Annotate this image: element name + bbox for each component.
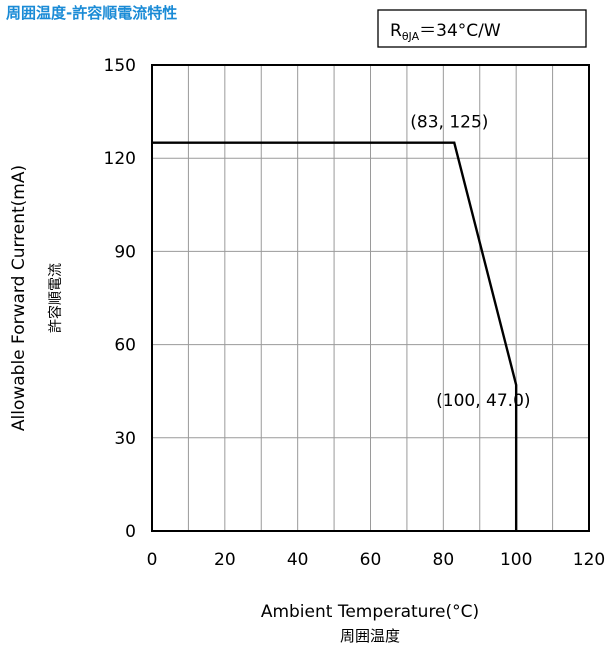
- y-tick-label-60: 60: [114, 336, 136, 356]
- plot-area-frame: [151, 64, 590, 532]
- x-axis-label: Ambient Temperature(°C): [261, 602, 479, 622]
- annotation-0: (83, 125): [410, 113, 488, 133]
- y-tick-label-120: 120: [104, 149, 136, 169]
- y-tick-label-90: 90: [114, 242, 136, 262]
- y-axis-label: Allowable Forward Current(mA): [9, 165, 29, 431]
- legend-box: RθJA＝34°C/W: [377, 9, 587, 48]
- x-tick-label-80: 80: [433, 550, 455, 570]
- x-tick-label-100: 100: [500, 550, 532, 570]
- grid-lines: [152, 65, 589, 531]
- x-tick-labels: 0 20 40 60 80 100 120: [147, 550, 606, 570]
- legend-frame: [377, 9, 587, 48]
- x-tick-label-40: 40: [287, 550, 309, 570]
- series-group: [152, 141, 518, 531]
- x-tick-label-0: 0: [147, 550, 158, 570]
- legend-text: RθJA＝34°C/W: [390, 21, 501, 43]
- x-tick-label-20: 20: [214, 550, 236, 570]
- legend-r-main: R: [390, 21, 402, 41]
- y-tick-labels: 0 30 60 90 120 150: [104, 56, 136, 542]
- series-line-0: [152, 141, 518, 531]
- legend-r-value: ＝34°C/W: [419, 21, 501, 41]
- chart-heading: 周囲温度-許容順電流特性: [6, 4, 178, 22]
- y-axis-label-jp: 許容順電流: [47, 263, 64, 333]
- annotations: (83, 125) (100, 47.0): [410, 113, 530, 411]
- y-tick-label-150: 150: [104, 56, 136, 76]
- y-tick-label-0: 0: [125, 522, 136, 542]
- x-tick-label-120: 120: [573, 550, 605, 570]
- legend-r-sub: θJA: [402, 30, 420, 43]
- y-tick-label-30: 30: [114, 429, 136, 449]
- x-axis-label-jp: 周囲温度: [340, 627, 400, 645]
- annotation-1: (100, 47.0): [436, 391, 530, 411]
- x-tick-label-60: 60: [360, 550, 382, 570]
